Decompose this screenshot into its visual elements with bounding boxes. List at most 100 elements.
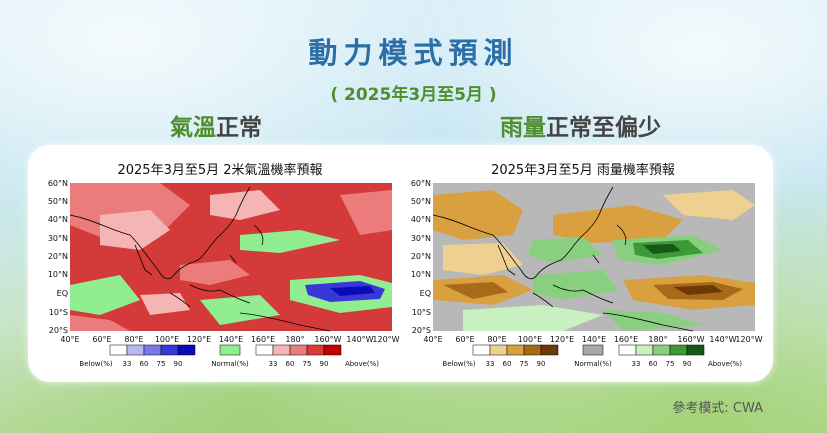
- lon-label: 40°E: [423, 335, 442, 344]
- legend-tick: 75: [666, 360, 675, 368]
- temperature-heading-rest: 正常: [216, 115, 262, 141]
- lon-label: 120°W: [735, 335, 762, 344]
- model-credit: 參考模式: CWA: [672, 401, 763, 416]
- rainfall-map: 60°N 50°N 40°N 30°N 20°N 10°N EQ 10°S 20…: [411, 179, 763, 344]
- legend-tick: 60: [140, 360, 149, 368]
- legend-tick: 33: [632, 360, 641, 368]
- rainfall-legend-above: [618, 344, 705, 356]
- lon-label: 160°E: [251, 335, 275, 344]
- legend-swatch: [306, 344, 325, 356]
- legend-tick: 90: [537, 360, 546, 368]
- temperature-legend-above: [255, 344, 342, 356]
- lat-label: 10°S: [49, 308, 68, 317]
- page-subtitle: ( 2025年3月至5月 ): [330, 85, 497, 105]
- lat-label: 60°N: [411, 179, 431, 188]
- temperature-heading: 氣溫正常: [170, 108, 262, 142]
- lon-label: 140°E: [219, 335, 243, 344]
- lon-label: 180°: [648, 335, 667, 344]
- legend-tick: 90: [174, 360, 183, 368]
- lon-label: 160°W: [314, 335, 341, 344]
- legend-swatch: [160, 344, 179, 356]
- lat-label: EQ: [420, 289, 431, 298]
- lat-label: 20°S: [412, 326, 431, 335]
- lon-label: 40°E: [60, 335, 79, 344]
- rainfall-map-block: 2025年3月至5月 雨量機率預報: [403, 145, 763, 382]
- rainfall-heading-highlight: 雨量: [500, 115, 546, 141]
- lon-label: 160°E: [614, 335, 638, 344]
- legend-tick: 33: [269, 360, 278, 368]
- legend-tick: 33: [486, 360, 495, 368]
- lon-label: 120°W: [372, 335, 399, 344]
- rainfall-map-lat-labels: 60°N 50°N 40°N 30°N 20°N 10°N EQ 10°S 20…: [411, 179, 431, 335]
- temperature-heading-highlight: 氣溫: [170, 115, 216, 141]
- legend-below-label: Below(%): [442, 360, 475, 368]
- lon-label: 100°E: [518, 335, 542, 344]
- lat-label: 20°S: [49, 326, 68, 335]
- legend-tick: 60: [503, 360, 512, 368]
- rainfall-legend-below: [472, 344, 559, 356]
- temperature-legend: Below(%) 33 60 75 90 Normal(%) 33 60 75 …: [79, 344, 379, 368]
- legend-normal-swatch: [582, 344, 604, 356]
- legend-swatch: [255, 344, 274, 356]
- rainfall-map-title: 2025年3月至5月 雨量機率預報: [491, 163, 675, 178]
- legend-normal-label: Normal(%): [574, 360, 612, 368]
- lon-label: 80°E: [124, 335, 143, 344]
- lon-label: 80°E: [487, 335, 506, 344]
- legend-swatch: [177, 344, 196, 356]
- lat-label: 20°N: [48, 252, 68, 261]
- legend-swatch: [635, 344, 654, 356]
- lon-label: 140°E: [582, 335, 606, 344]
- temperature-map-lon-labels: 40°E 60°E 80°E 100°E 120°E 140°E 160°E 1…: [60, 335, 399, 344]
- maps-panel: 2025年3月至5月 2米氣溫機率預報: [28, 145, 773, 382]
- legend-above-label: Above(%): [345, 360, 379, 368]
- lat-label: 40°N: [48, 215, 68, 224]
- rainfall-legend: Below(%) 33 60 75 90 Normal(%) 33 60 75 …: [442, 344, 742, 368]
- legend-swatch: [652, 344, 671, 356]
- lat-label: 10°N: [411, 270, 431, 279]
- lon-label: 180°: [285, 335, 304, 344]
- temperature-map-coastlines: [69, 186, 331, 332]
- legend-swatch: [669, 344, 688, 356]
- lon-label: 60°E: [455, 335, 474, 344]
- lat-label: 10°N: [48, 270, 68, 279]
- lat-label: 30°N: [48, 234, 68, 243]
- lon-label: 140°W: [709, 335, 736, 344]
- legend-tick: 90: [320, 360, 329, 368]
- legend-swatch: [523, 344, 542, 356]
- lon-label: 120°E: [550, 335, 574, 344]
- lon-label: 160°W: [677, 335, 704, 344]
- temperature-map-field: [70, 183, 392, 331]
- legend-tick: 33: [123, 360, 132, 368]
- temperature-map-block: 2025年3月至5月 2米氣溫機率預報: [40, 145, 400, 382]
- lon-label: 140°W: [346, 335, 373, 344]
- legend-swatch: [472, 344, 491, 356]
- lat-label: 50°N: [48, 197, 68, 206]
- legend-tick: 60: [286, 360, 295, 368]
- legend-swatch: [289, 344, 308, 356]
- legend-swatch: [489, 344, 508, 356]
- legend-below-label: Below(%): [79, 360, 112, 368]
- legend-swatch: [618, 344, 637, 356]
- lon-label: 100°E: [155, 335, 179, 344]
- legend-normal-swatch: [219, 344, 241, 356]
- legend-above-label: Above(%): [708, 360, 742, 368]
- rainfall-map-coastlines: [432, 186, 694, 332]
- temperature-legend-below: [109, 344, 196, 356]
- page-title: 動力模式預測: [308, 36, 519, 70]
- legend-tick: 75: [520, 360, 529, 368]
- lat-label: 30°N: [411, 234, 431, 243]
- legend-normal-label: Normal(%): [211, 360, 249, 368]
- lat-label: 50°N: [411, 197, 431, 206]
- lat-label: 40°N: [411, 215, 431, 224]
- rainfall-heading: 雨量正常至偏少: [500, 108, 661, 142]
- legend-tick: 60: [649, 360, 658, 368]
- legend-swatch: [143, 344, 162, 356]
- legend-tick: 75: [303, 360, 312, 368]
- legend-tick: 75: [157, 360, 166, 368]
- lat-label: 10°S: [412, 308, 431, 317]
- legend-swatch: [109, 344, 128, 356]
- lat-label: 60°N: [48, 179, 68, 188]
- lat-label: 20°N: [411, 252, 431, 261]
- legend-swatch: [540, 344, 559, 356]
- legend-swatch: [506, 344, 525, 356]
